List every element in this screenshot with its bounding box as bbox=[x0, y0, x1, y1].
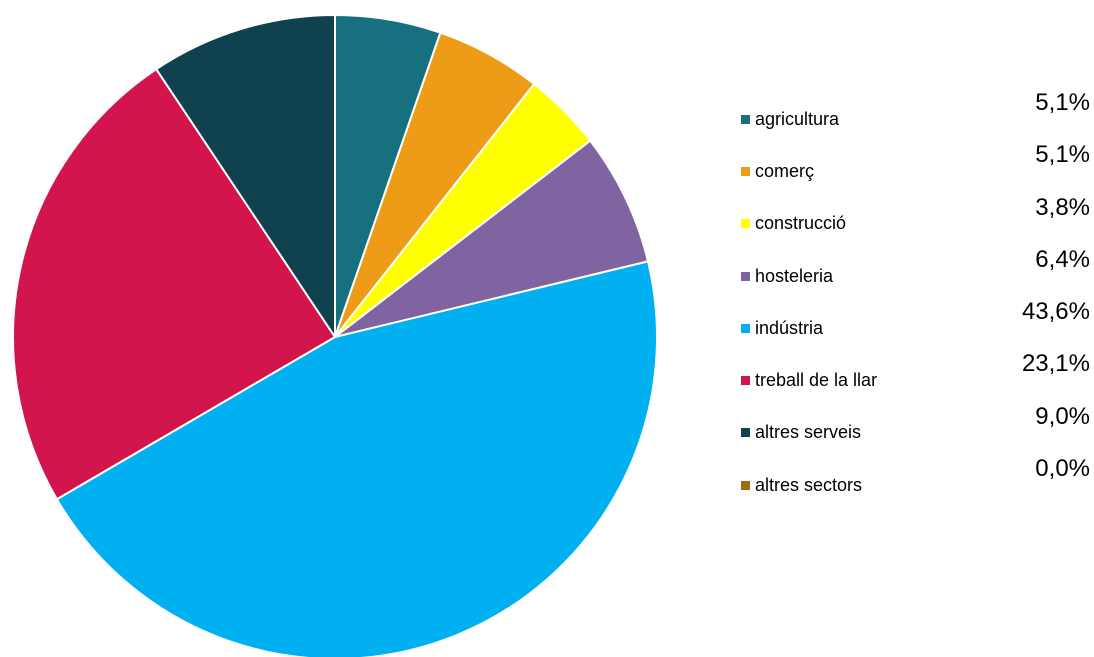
pie-slice-hosteleria bbox=[334, 139, 649, 338]
percentage-label: 23,1% bbox=[1021, 350, 1090, 378]
percentage-label: 5,1% bbox=[1035, 89, 1090, 116]
legend-label: treball de la llar bbox=[755, 370, 878, 391]
pie-slice-treball-de-la-llar bbox=[12, 68, 336, 501]
legend-label: comerç bbox=[755, 160, 815, 181]
legend-item-altres-sectors: altres sectors bbox=[741, 459, 921, 511]
legend-item-altres-serveis: altres serveis bbox=[741, 407, 921, 459]
legend-label: altres sectors bbox=[755, 474, 863, 495]
percentage-label: 3,8% bbox=[1035, 193, 1090, 221]
percentage-label: 9,0% bbox=[1035, 402, 1090, 430]
legend-swatch bbox=[741, 376, 750, 386]
legend-label: altres serveis bbox=[755, 422, 862, 443]
percentage-label: 43,6% bbox=[1021, 298, 1090, 326]
pie-slice-altres-serveis bbox=[155, 14, 336, 338]
legend-item-treball-de-la-llar: treball de la llar bbox=[741, 354, 921, 406]
legend-swatch bbox=[741, 219, 750, 229]
legend-swatch bbox=[741, 114, 750, 124]
legend-swatch bbox=[741, 323, 750, 333]
legend-swatch bbox=[741, 166, 750, 176]
legend-item-industria: indústria bbox=[741, 302, 921, 354]
pie-slice-ind-stria bbox=[55, 260, 658, 657]
legend: agricultura comerç construcció hosteleri… bbox=[741, 93, 921, 511]
legend-label: construcció bbox=[755, 213, 847, 234]
legend-item-agricultura: agricultura bbox=[741, 93, 921, 145]
legend-label: agricultura bbox=[755, 108, 840, 129]
legend-swatch bbox=[741, 428, 750, 438]
legend-item-construccio: construcció bbox=[741, 198, 921, 250]
legend-label: indústria bbox=[755, 317, 824, 338]
percentage-labels: 5,1% 5,1% 3,8% 6,4% 43,6% 23,1% 9,0% 0,0… bbox=[1000, 77, 1090, 495]
legend-item-hosteleria: hosteleria bbox=[741, 250, 921, 302]
legend-swatch bbox=[741, 480, 750, 490]
percentage-label: 0,0% bbox=[1035, 455, 1090, 483]
percentage-label: 6,4% bbox=[1035, 245, 1090, 273]
pie-chart bbox=[12, 14, 658, 657]
percentage-label: 5,1% bbox=[1035, 141, 1090, 169]
legend-label: hosteleria bbox=[755, 265, 834, 286]
legend-item-comerc: comerç bbox=[741, 145, 921, 197]
legend-swatch bbox=[741, 271, 750, 281]
